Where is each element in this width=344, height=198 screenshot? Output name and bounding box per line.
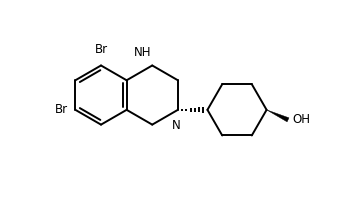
Text: Br: Br [95,43,108,56]
Text: OH: OH [292,113,310,126]
Text: Br: Br [54,103,67,116]
Text: NH: NH [133,46,151,59]
Text: N: N [172,119,180,132]
Polygon shape [267,110,289,122]
